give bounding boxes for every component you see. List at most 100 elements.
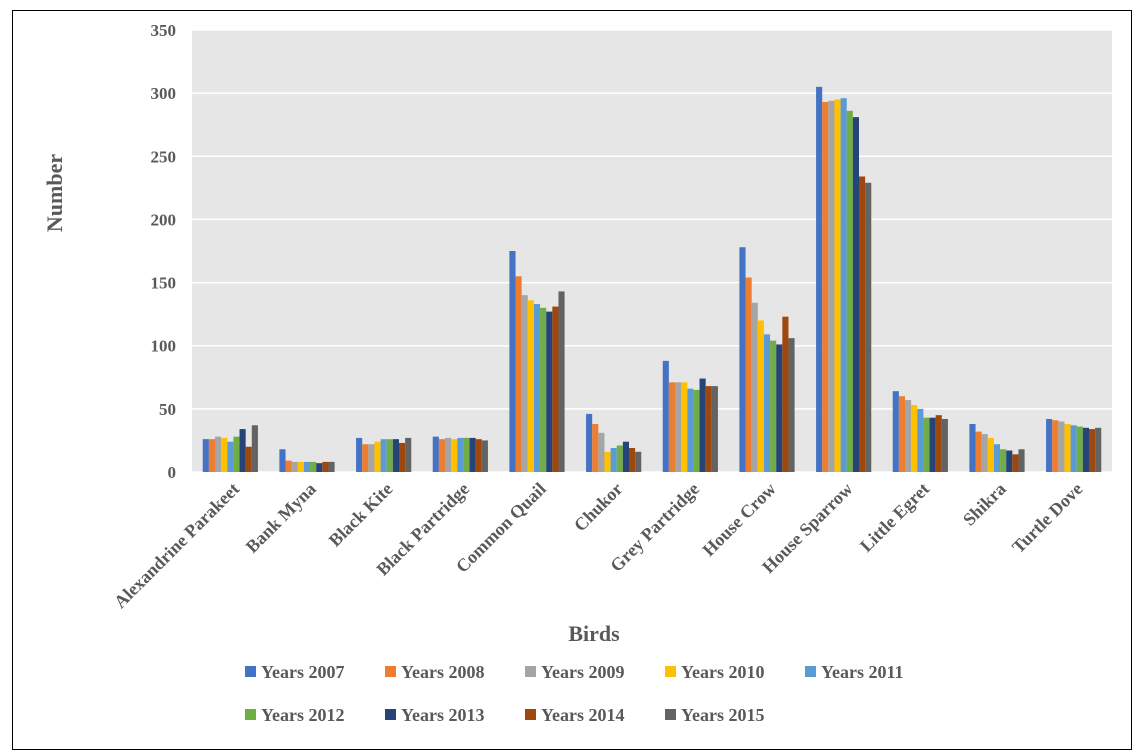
legend-swatch [385, 709, 396, 720]
bar [905, 400, 912, 472]
bar [221, 437, 228, 472]
bar [1089, 429, 1096, 472]
bar [834, 99, 841, 472]
bar [705, 386, 712, 472]
bar [540, 307, 547, 472]
bar [859, 176, 866, 472]
bar [515, 276, 522, 472]
x-category-label: Shikra [959, 479, 1010, 530]
y-tick-label: 0 [168, 463, 177, 482]
bar [558, 291, 565, 472]
bar [509, 251, 516, 472]
bar [1058, 421, 1065, 472]
x-category-label: Chukor [570, 479, 627, 536]
bar [356, 437, 363, 472]
bar [386, 439, 393, 472]
y-tick-label: 100 [151, 337, 177, 356]
bar [635, 451, 642, 472]
legend-label: Years 2012 [261, 705, 345, 725]
legend-swatch [665, 666, 676, 677]
bar [316, 463, 323, 472]
bar [475, 439, 482, 472]
bar [1095, 427, 1102, 472]
bar [208, 439, 215, 472]
x-category-label: Black Kite [325, 479, 397, 551]
bar [816, 86, 823, 472]
bar [675, 382, 682, 472]
bar [1012, 454, 1019, 472]
bar [233, 436, 240, 472]
legend-label: Years 2007 [261, 662, 345, 682]
bar [1046, 418, 1053, 472]
legend-label: Years 2010 [681, 662, 765, 682]
bar [929, 417, 936, 472]
bar [776, 344, 783, 472]
bar [935, 415, 942, 472]
bar [892, 391, 899, 472]
legend-swatch [665, 709, 676, 720]
bar [527, 300, 534, 472]
y-axis-ticks: 0 50 100 150 200 250 300 350 [151, 21, 177, 482]
bar [202, 439, 209, 472]
bar [303, 461, 311, 472]
bar [392, 439, 399, 472]
bar [681, 382, 688, 472]
bar [911, 405, 918, 472]
y-tick-label: 300 [151, 84, 177, 103]
bar [898, 396, 905, 472]
bar [521, 295, 528, 472]
bar [969, 424, 976, 472]
bar [941, 418, 948, 472]
bar [405, 437, 412, 472]
bar [239, 429, 246, 472]
x-category-label: Alexandrine Parakeet [110, 479, 243, 612]
y-tick-label: 200 [151, 210, 177, 229]
bar [662, 360, 669, 472]
plot-area [192, 30, 1112, 472]
legend-label: Years 2013 [401, 705, 485, 725]
x-axis-title: Birds [568, 621, 620, 646]
bar [451, 439, 458, 472]
y-tick-label: 350 [151, 21, 177, 40]
bar [711, 386, 718, 472]
legend-label: Years 2014 [541, 705, 625, 725]
bar [739, 247, 746, 472]
bar [828, 100, 835, 472]
x-category-label: Bank Myna [242, 479, 320, 557]
legend-label: Years 2011 [821, 662, 904, 682]
bar [463, 437, 470, 472]
bar [687, 388, 694, 472]
legend-swatch [525, 709, 536, 720]
legend-swatch [525, 666, 536, 677]
x-category-label: House Crow [698, 479, 779, 560]
legend-label: Years 2008 [401, 662, 485, 682]
bar [533, 304, 541, 472]
bar [245, 446, 252, 472]
bar [1018, 449, 1025, 472]
y-tick-label: 150 [151, 274, 177, 293]
y-tick-label: 50 [159, 400, 176, 419]
bar [598, 432, 605, 472]
bar [432, 436, 439, 472]
bar [699, 378, 706, 472]
bar [917, 408, 924, 472]
bar [757, 320, 764, 472]
legend-swatch [245, 709, 256, 720]
bar [865, 182, 872, 472]
bar [469, 437, 476, 472]
bar [770, 340, 777, 472]
legend-swatch [245, 666, 256, 677]
legend: Years 2007 Years 2008 Years 2009 Years 2010… [245, 662, 904, 725]
legend-swatch [805, 666, 816, 677]
bar [610, 448, 617, 472]
bar [1070, 425, 1077, 472]
bar [445, 437, 452, 472]
legend-swatch [385, 666, 396, 677]
bar [993, 444, 1001, 472]
bar [782, 316, 789, 472]
bar [751, 302, 758, 472]
bar [291, 461, 298, 472]
bar [1006, 450, 1013, 472]
